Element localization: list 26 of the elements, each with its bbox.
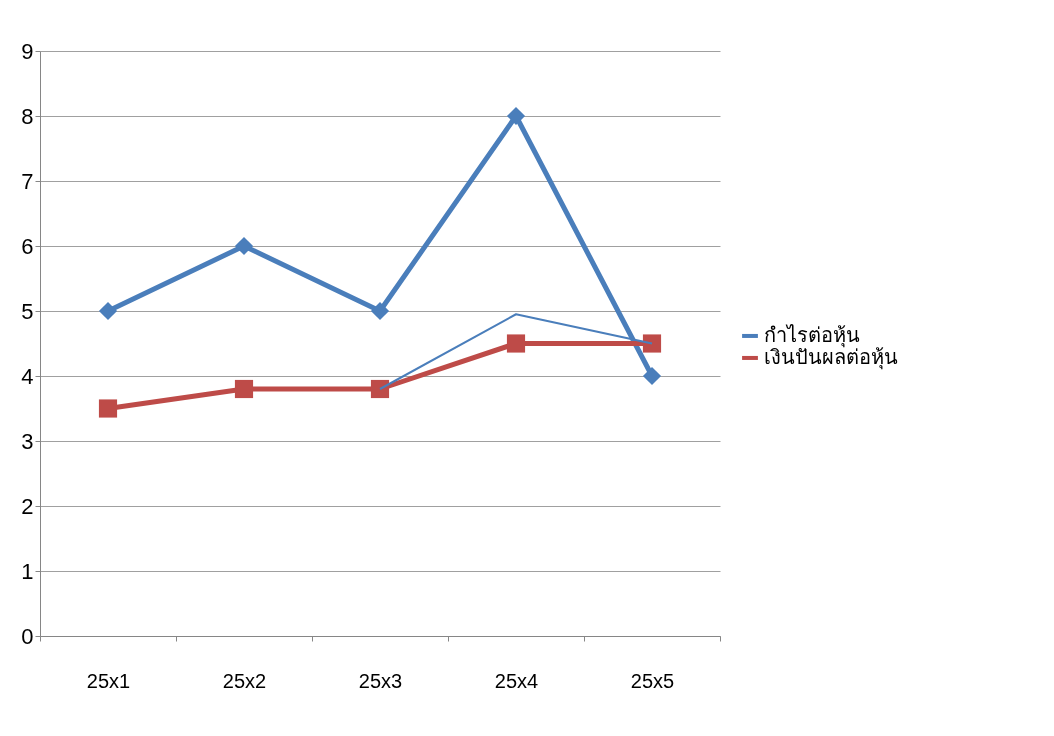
point — [98, 399, 118, 418]
y-tick-label: 1 — [21, 558, 34, 584]
point — [506, 106, 526, 126]
x-tick-label: 25x1 — [86, 669, 131, 692]
y-tick-label: 0 — [21, 623, 34, 649]
y-tick-label: 6 — [21, 233, 34, 259]
y-tick-label: 4 — [21, 363, 34, 389]
point — [370, 379, 390, 399]
y-tick-label: 8 — [21, 103, 34, 129]
x-tick-label: 25x3 — [358, 669, 403, 692]
point — [234, 379, 254, 399]
legend-label: กำไรต่อหุ้น — [764, 323, 860, 348]
y-tick-label: 5 — [21, 298, 34, 324]
y-tick-label: 7 — [21, 168, 34, 194]
x-tick-label: 25x4 — [494, 669, 539, 692]
point — [370, 301, 390, 321]
point — [234, 236, 254, 256]
x-tick-label: 25x2 — [222, 669, 267, 692]
point — [506, 334, 526, 353]
y-tick-label: 3 — [21, 428, 34, 454]
point — [98, 301, 118, 321]
y-tick-label: 2 — [21, 493, 34, 519]
y-tick-label: 9 — [21, 38, 34, 64]
point — [642, 334, 662, 353]
x-tick-label: 25x5 — [630, 669, 675, 692]
point — [642, 366, 662, 386]
